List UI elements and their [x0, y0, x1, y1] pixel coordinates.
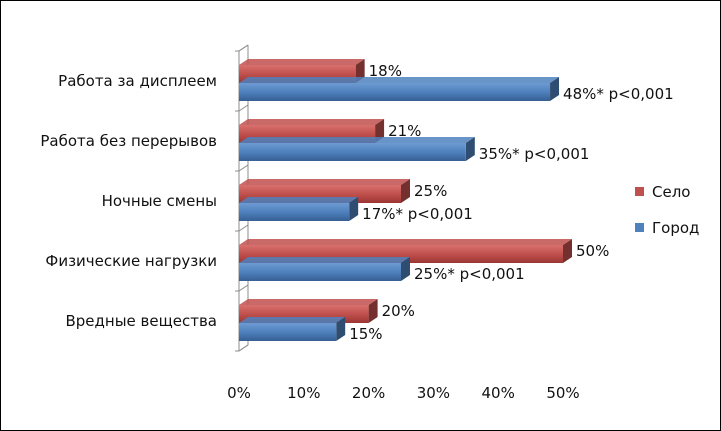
data-label: 18% — [369, 62, 402, 80]
bar-top-face — [239, 239, 572, 245]
x-tick-label: 40% — [482, 384, 515, 402]
bar-top-face — [239, 119, 385, 125]
legend-swatch — [635, 223, 644, 232]
category-label: Ночные смены — [102, 192, 217, 210]
legend-label: Город — [652, 219, 699, 237]
bar-side-face — [401, 179, 410, 203]
bar-top-face — [239, 137, 475, 143]
bar-side-face — [336, 317, 346, 341]
x-tick-label: 50% — [546, 384, 579, 402]
bar-gorod — [239, 257, 410, 281]
x-tick-label: 10% — [287, 384, 320, 402]
bar-front-face — [239, 323, 337, 341]
legend-label: Село — [652, 183, 690, 201]
data-label: 15% — [349, 325, 382, 343]
data-label: 20% — [382, 302, 415, 320]
data-label: 35%* p<0,001 — [479, 145, 590, 163]
bar-side-face — [465, 137, 475, 161]
category-label: Работа за дисплеем — [58, 72, 217, 90]
bar-side-face — [550, 77, 560, 101]
bar-side-face — [563, 239, 572, 263]
data-label: 17%* p<0,001 — [362, 205, 473, 223]
legend: Село Город — [635, 183, 699, 237]
bar-top-face — [239, 317, 346, 323]
y-axis-tick-depth — [238, 44, 249, 52]
bar-top-face — [239, 257, 410, 263]
y-axis-tick-depth — [238, 104, 249, 112]
bar-side-face — [349, 197, 359, 221]
bar-front-face — [239, 143, 466, 161]
bar-gorod — [239, 137, 475, 161]
legend-swatch — [635, 187, 644, 196]
bar-front-face — [239, 83, 551, 101]
bar-layer — [239, 59, 572, 341]
bar-front-face — [239, 263, 401, 281]
bar-front-face — [239, 203, 350, 221]
x-tick-label: 20% — [352, 384, 385, 402]
bar-top-face — [239, 299, 378, 305]
data-label: 50% — [576, 242, 609, 260]
category-label: Вредные вещества — [65, 312, 217, 330]
bar-gorod — [239, 317, 346, 341]
y-axis-tick-depth — [238, 224, 249, 232]
x-tick-label: 30% — [417, 384, 450, 402]
bar-top-face — [239, 59, 365, 65]
bar-top-face — [239, 179, 410, 185]
data-label: 21% — [388, 122, 421, 140]
category-label: Работа без перерывов — [40, 132, 217, 150]
x-tick-label: 0% — [227, 384, 251, 402]
bar-top-face — [239, 77, 560, 83]
category-label: Физические нагрузки — [45, 252, 217, 270]
bar-top-face — [239, 197, 359, 203]
y-axis-tick-depth — [238, 344, 249, 352]
data-label: 48%* p<0,001 — [563, 85, 674, 103]
y-axis-tick-depth — [238, 284, 249, 292]
bar-side-face — [368, 299, 378, 323]
data-label: 25% — [414, 182, 447, 200]
bar-gorod — [239, 77, 560, 101]
bar-side-face — [401, 257, 410, 281]
label-layer: 18% 48%* p<0,001 21% 35%* p<0,001 25% 17%* p<… — [349, 62, 673, 343]
bar-gorod — [239, 197, 359, 221]
axis-layer: 0% 10% 20% 30% 40% 50% Работа за дисплеем Работ… — [40, 44, 580, 402]
data-label: 25%* p<0,001 — [414, 265, 525, 283]
y-axis-tick-depth — [238, 164, 249, 172]
